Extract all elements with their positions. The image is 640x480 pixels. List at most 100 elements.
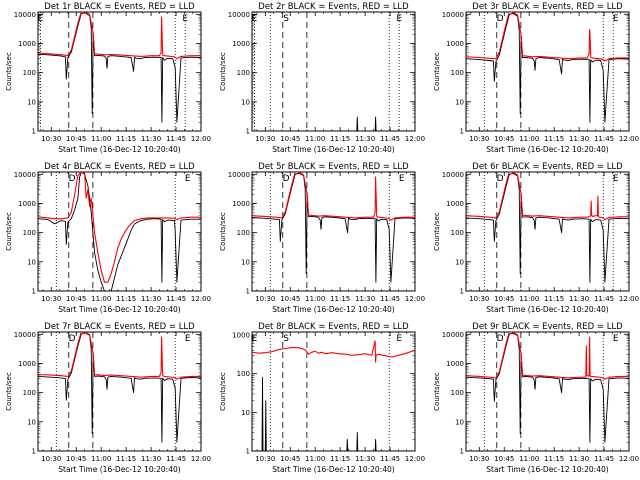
x-axis-label: Start Time (16-Dec-12 10:20:40) [272, 305, 394, 314]
plot-frame [37, 11, 202, 132]
x-axis-label: Start Time (16-Dec-12 10:20:40) [486, 465, 608, 474]
y-axis-label: Counts/sec [5, 52, 13, 91]
lld-series-line [38, 172, 201, 283]
y-tick-label: 10 [455, 258, 464, 266]
detector-panel: Det 4r BLACK = Events, RED = LLD Counts/s… [5, 162, 211, 314]
y-tick-label: 1 [246, 288, 250, 296]
y-tick-label: 1 [460, 288, 464, 296]
panel-title: Det 9r BLACK = Events, RED = LLD [472, 322, 623, 332]
y-tick-label: 10000 [228, 171, 250, 179]
x-axis-label: Start Time (16-Dec-12 10:20:40) [486, 305, 608, 314]
y-tick-label: 100 [237, 69, 250, 77]
y-tick-label: 10000 [14, 11, 36, 19]
y-tick-label: 1000 [18, 200, 36, 208]
x-tick-label: 10:45 [280, 295, 300, 303]
x-tick-label: 11:30 [569, 135, 589, 143]
x-tick-label: 10:45 [494, 135, 514, 143]
x-tick-label: 11:15 [330, 135, 350, 143]
lld-series-line [466, 172, 629, 221]
panel-title: Det 3r BLACK = Events, RED = LLD [472, 2, 623, 12]
series-group [466, 12, 629, 123]
x-tick-label: 12:00 [191, 295, 211, 303]
events-series-line [356, 116, 377, 131]
y-tick-label: 1 [460, 448, 464, 456]
panel-title: Det 5r BLACK = Events, RED = LLD [258, 162, 409, 172]
y-tick-label: 100 [451, 69, 464, 77]
marker-letter: E [396, 14, 402, 24]
x-tick-label: 11:00 [91, 295, 111, 303]
plot-frame [251, 171, 416, 292]
x-tick-label: 11:00 [305, 295, 325, 303]
events-series-line [261, 377, 377, 451]
panel-title: Det 2r BLACK = Events, RED = LLD [258, 2, 409, 12]
x-tick-label: 11:45 [166, 135, 186, 143]
marker-letter: E [38, 14, 44, 24]
series-group [38, 12, 201, 123]
y-tick-label: 100 [23, 69, 36, 77]
x-tick-label: 11:45 [380, 295, 400, 303]
y-axis-label: Counts/sec [219, 212, 227, 251]
panel-title: Det 1r BLACK = Events, RED = LLD [44, 2, 195, 12]
x-tick-label: 12:00 [619, 135, 639, 143]
y-tick-label: 100 [23, 229, 36, 237]
series-group [38, 332, 201, 443]
events-series-line [38, 12, 201, 123]
x-tick-label: 11:00 [91, 135, 111, 143]
x-tick-label: 12:00 [405, 455, 425, 463]
detector-panel: Det 6r BLACK = Events, RED = LLD Counts/s… [433, 162, 639, 314]
x-tick-label: 11:30 [355, 295, 375, 303]
x-tick-label: 11:30 [141, 295, 161, 303]
x-tick-label: 10:30 [41, 455, 61, 463]
marker-letter: E [396, 334, 402, 344]
events-series-line [38, 332, 201, 443]
y-tick-label: 1000 [18, 40, 36, 48]
x-tick-label: 10:45 [66, 135, 86, 143]
x-tick-label: 10:30 [41, 295, 61, 303]
marker-letter: D [497, 14, 504, 24]
panel-title: Det 7r BLACK = Events, RED = LLD [44, 322, 195, 332]
x-tick-label: 11:45 [166, 295, 186, 303]
y-axis-label: Counts/sec [433, 212, 441, 251]
y-tick-label: 10000 [442, 171, 464, 179]
x-tick-label: 11:00 [91, 455, 111, 463]
panel-title: Det 8r BLACK = Events, RED = LLD [258, 322, 409, 332]
y-axis-label: Counts/sec [5, 212, 13, 251]
x-axis-label: Start Time (16-Dec-12 10:20:40) [272, 145, 394, 154]
x-tick-label: 11:45 [166, 455, 186, 463]
x-tick-label: 11:00 [519, 135, 539, 143]
detector-panel: Det 1r BLACK = Events, RED = LLD Counts/s… [5, 2, 211, 154]
marker-letter: E [185, 174, 191, 184]
marker-letter: D [497, 174, 504, 184]
x-tick-label: 11:30 [569, 295, 589, 303]
y-tick-label: 10 [455, 418, 464, 426]
x-tick-label: 11:30 [355, 455, 375, 463]
x-tick-label: 11:30 [141, 135, 161, 143]
x-tick-label: 11:15 [116, 455, 136, 463]
lld-series-line [252, 172, 415, 221]
x-tick-label: 12:00 [191, 135, 211, 143]
y-tick-label: 10000 [14, 331, 36, 339]
y-tick-label: 10 [241, 258, 250, 266]
y-tick-label: 10 [241, 409, 250, 417]
y-tick-label: 1000 [446, 200, 464, 208]
x-tick-label: 11:45 [594, 135, 614, 143]
y-axis-label: Counts/sec [219, 52, 227, 91]
x-tick-label: 11:00 [305, 455, 325, 463]
events-series-line [38, 172, 201, 291]
series-group [38, 172, 201, 291]
x-axis-label: Start Time (16-Dec-12 10:20:40) [58, 465, 180, 474]
plot-frame [465, 11, 630, 132]
x-tick-label: 11:45 [380, 135, 400, 143]
x-tick-label: 10:30 [255, 295, 275, 303]
x-tick-label: 11:15 [544, 135, 564, 143]
lld-series-line [252, 340, 415, 363]
x-axis-label: Start Time (16-Dec-12 10:20:40) [272, 465, 394, 474]
x-tick-label: 10:45 [494, 455, 514, 463]
series-group [252, 340, 415, 451]
x-tick-label: 10:45 [66, 295, 86, 303]
marker-letter: E [613, 174, 619, 184]
x-tick-label: 10:30 [255, 135, 275, 143]
lld-series-line [38, 12, 201, 60]
x-tick-label: 11:00 [519, 295, 539, 303]
y-tick-label: 1000 [446, 40, 464, 48]
